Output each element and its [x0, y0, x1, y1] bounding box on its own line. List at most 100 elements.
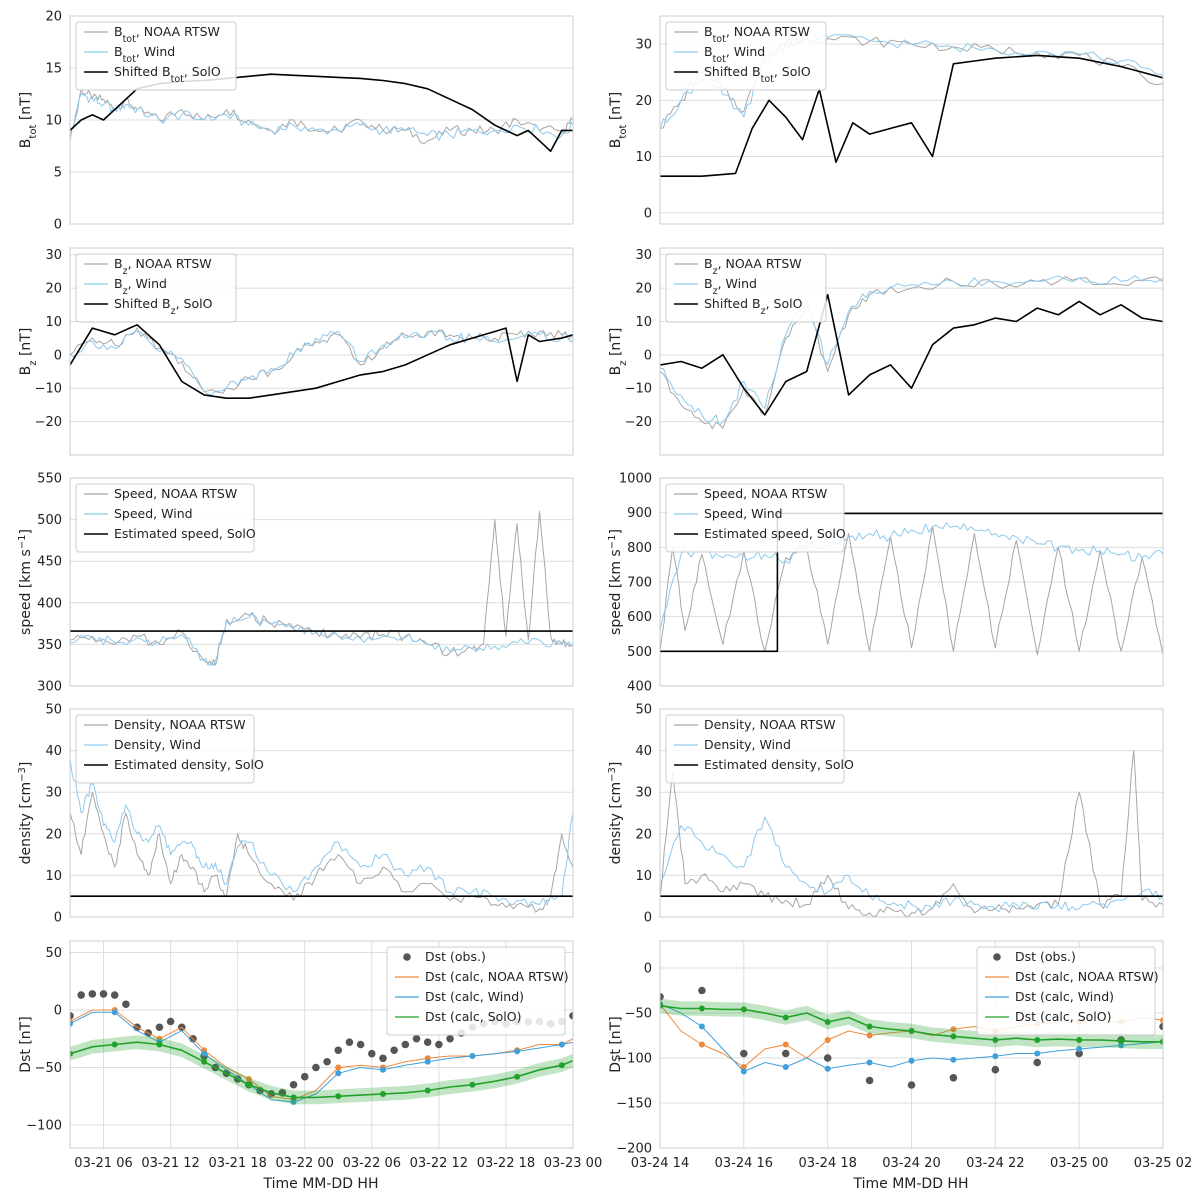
y-tick-label: 600: [627, 610, 652, 625]
y-tick-label: 20: [635, 282, 652, 297]
y-tick-label: 0: [644, 911, 652, 926]
series-dst-obs--marker: [569, 1011, 573, 1020]
panel-dst-right: −200 −150 −100 −50 0 03-24 14 03-24 16 03-24 18…: [608, 940, 1192, 1171]
legend-label: Dst (obs.): [1015, 949, 1076, 964]
legend: Dst (obs.) Dst (calc, NOAA RTSW) Dst (calc…: [976, 946, 1159, 1036]
y-tick-label: 20: [45, 10, 62, 25]
x-tick-label: 03-21 06: [74, 1156, 132, 1171]
series-b-z-wind: [660, 275, 1163, 426]
x-axis-title-right: Time MM-DD HH: [853, 1176, 969, 1192]
series-dst-calc-solo--marker: [70, 1050, 73, 1057]
series-density-wind: [660, 816, 1163, 913]
series-estimated-speed-solo: [660, 512, 1163, 653]
axes-frame: [659, 940, 1164, 1149]
series-dst-calc-solo--marker: [379, 1090, 386, 1097]
y-tick-label: 300: [37, 680, 62, 695]
series-dst-obs--marker: [334, 1046, 343, 1055]
series-dst-calc-wind--marker: [698, 1023, 705, 1030]
series-dst-calc-wind--marker: [950, 1056, 957, 1063]
axes-frame: [69, 247, 574, 456]
series-dst-obs--marker: [423, 1038, 432, 1046]
series-dst-obs--marker: [110, 991, 119, 999]
series-dst-obs--marker: [698, 986, 706, 995]
legend-label: Shifted Btot, SolO: [114, 64, 221, 85]
series-speed-noaa-rtsw: [70, 510, 573, 666]
legend: Speed, NOAA RTSW Speed, Wind Estimated spe…: [75, 483, 256, 553]
legend-label: Dst (calc, SolO): [425, 1009, 521, 1024]
y-tick-label: 30: [45, 248, 62, 263]
series-dst-obs--marker: [379, 1054, 387, 1063]
legend-label: Estimated speed, SolO: [704, 526, 846, 541]
series-dst-calc-solo--band: [660, 998, 1163, 1049]
legend: Dst (obs.) Dst (calc, NOAA RTSW) Dst (calc…: [386, 946, 569, 1036]
series-dst-obs--marker: [1159, 1022, 1163, 1031]
legend-label: Density, NOAA RTSW: [114, 717, 246, 732]
series-dst-calc-noaa-rtsw--marker: [698, 1041, 705, 1048]
y-tick-label: 30: [635, 38, 652, 53]
series-dst-calc-solo--marker: [111, 1041, 118, 1048]
series-dst-calc-wind--marker: [514, 1048, 521, 1055]
y-tick-label: 400: [627, 680, 652, 695]
series-dst-calc-wind--marker: [782, 1064, 789, 1070]
axes-frame: [69, 15, 574, 225]
y-tick-label: 0: [644, 962, 652, 977]
series-density-wind: [70, 758, 573, 907]
x-tick-label: 03-24 18: [798, 1156, 856, 1171]
legend-label: Bz, Wind: [704, 276, 757, 297]
legend-label: Density, Wind: [114, 737, 201, 752]
series-dst-calc-solo-: [70, 1041, 573, 1099]
y-tick-label: 30: [45, 786, 62, 801]
y-tick-label: 50: [45, 946, 62, 961]
y-axis-label: Btot [nT]: [18, 92, 39, 148]
y-tick-label: −100: [26, 1119, 62, 1134]
series-dst-calc-solo--marker: [824, 1019, 831, 1025]
legend-box: [976, 946, 1156, 1036]
series-dst-calc-wind--marker: [111, 1009, 118, 1016]
legend-label: Estimated density, SolO: [114, 757, 264, 772]
series-dst-calc-solo--marker: [866, 1023, 873, 1030]
series-dst-calc-solo--marker: [290, 1094, 297, 1101]
series-dst-obs--marker: [740, 1049, 748, 1058]
legend-label: Density, Wind: [704, 737, 791, 752]
legend-box: [386, 946, 566, 1036]
series-dst-calc-solo--marker: [992, 1037, 999, 1043]
series-dst-calc-noaa-rtsw--marker: [782, 1041, 789, 1048]
y-tick-label: −10: [35, 382, 62, 397]
y-tick-label: 10: [635, 869, 652, 884]
series-dst-obs--marker: [781, 1049, 790, 1058]
legend-label: Dst (calc, NOAA RTSW): [425, 969, 569, 984]
series-dst-obs--marker: [345, 1038, 354, 1046]
x-tick-label: 03-25 02: [1134, 1156, 1192, 1171]
legend-label: Btot, Wind: [704, 44, 765, 65]
y-tick-label: 900: [627, 506, 652, 521]
series-dst-obs--marker: [368, 1049, 376, 1058]
panel-density-right: 0 10 20 30 40 50 density [cm−3] Density, NOAA R…: [607, 703, 1164, 926]
series-dst-obs--marker: [312, 1063, 320, 1072]
legend: Density, NOAA RTSW Density, Wind Estimated…: [75, 714, 264, 784]
panel-speed-left: 300 350 400 450 500 550 speed [km s−1] Speed, N…: [17, 472, 574, 695]
y-axis-label: speed [km s−1]: [607, 529, 625, 635]
series-speed-wind: [660, 522, 1163, 631]
x-tick-label: 03-25 00: [1050, 1156, 1108, 1171]
legend-marker: [993, 953, 1001, 961]
y-tick-label: 10: [635, 315, 652, 330]
series-density-noaa-rtsw: [70, 791, 573, 913]
legend-label: Speed, Wind: [704, 506, 783, 521]
x-tick-label: 03-21 18: [208, 1156, 266, 1171]
y-axis-label: Dst [nT]: [18, 1016, 34, 1072]
axes-frame: [659, 708, 1164, 918]
y-axis-label: Dst [nT]: [608, 1016, 624, 1072]
y-tick-label: 10: [45, 869, 62, 884]
y-tick-label: 30: [635, 248, 652, 263]
legend-label: Btot, NOAA RTSW: [704, 24, 810, 45]
series-dst-calc-solo--marker: [1160, 1038, 1163, 1045]
series-dst-obs--marker: [823, 1054, 832, 1062]
legend-box: [75, 253, 237, 323]
x-tick-label: 03-23 00: [544, 1156, 602, 1171]
y-tick-label: 700: [627, 576, 652, 591]
plot-area: [70, 758, 573, 913]
y-axis-label: Btot [nT]: [608, 92, 629, 148]
series-dst-calc-wind--marker: [824, 1065, 831, 1072]
series-dst-obs--marker: [1075, 1049, 1083, 1058]
